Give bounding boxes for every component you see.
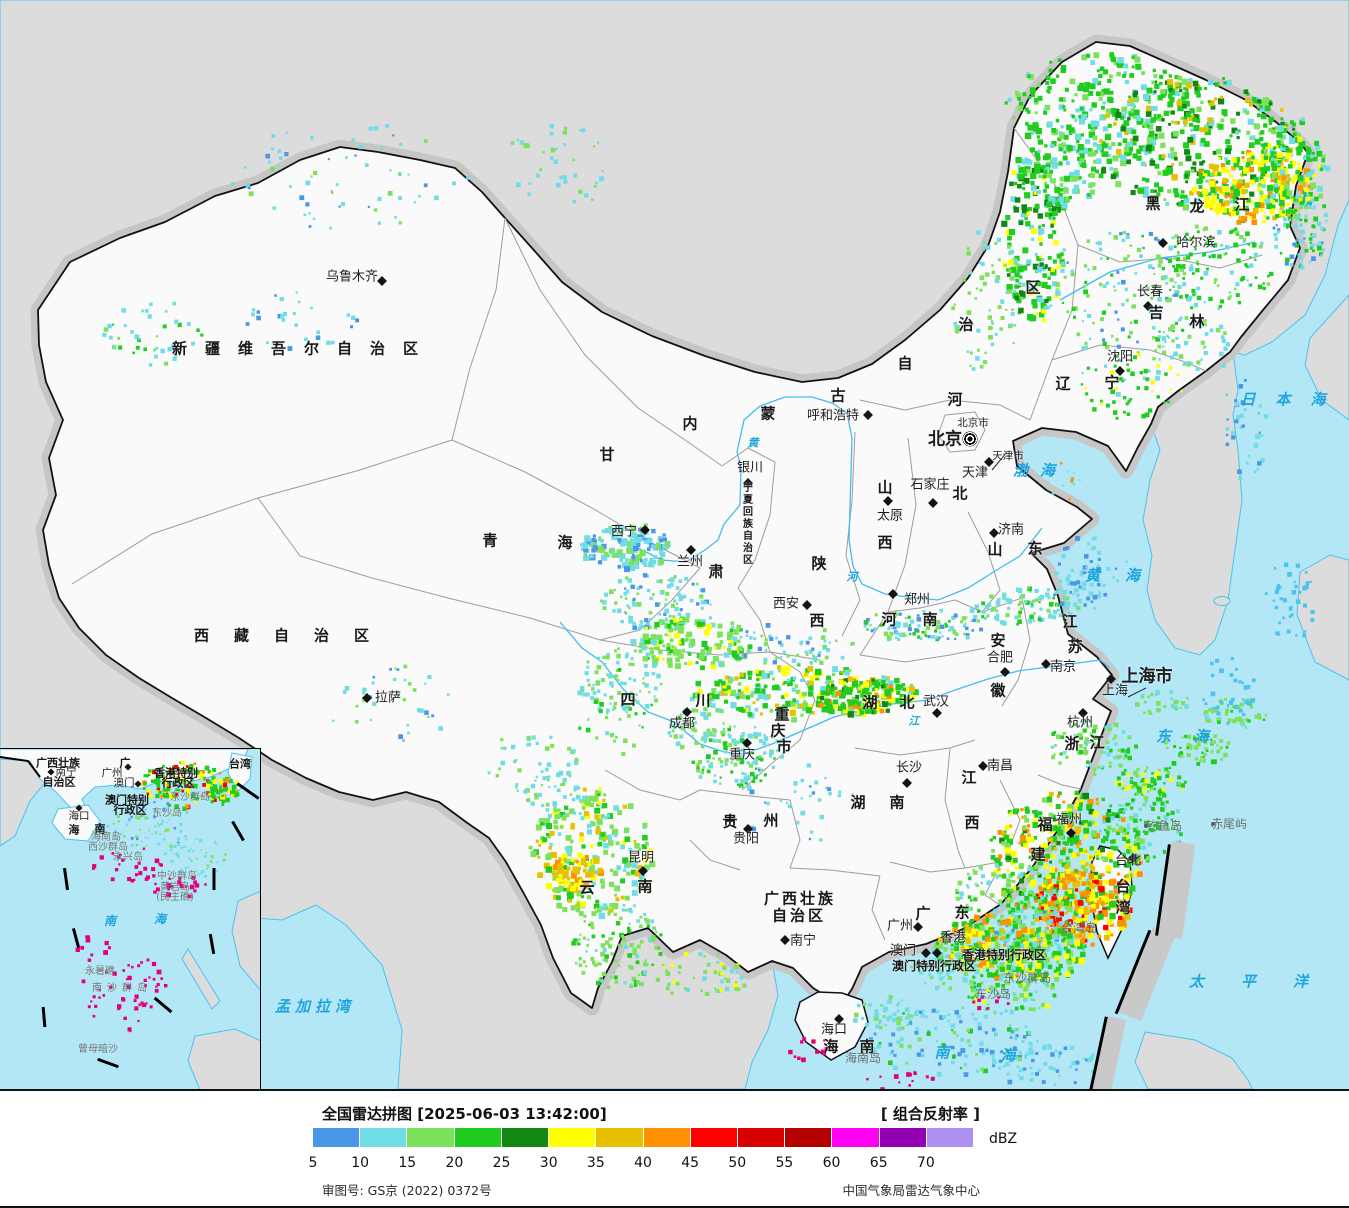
product-label: [ 组合反射率 ] <box>880 1105 980 1123</box>
japan-honshu <box>1304 294 1349 421</box>
source-credit: 中国气象局雷达气象中心 <box>842 1183 980 1198</box>
legend-swatch <box>926 1128 974 1147</box>
approval-number: 审图号: GS京 (2022) 0372号 <box>322 1183 492 1198</box>
inset-borneo <box>187 1028 260 1089</box>
jeju-island <box>1213 596 1231 606</box>
city-marker <box>1211 822 1215 826</box>
legend-swatch <box>832 1128 879 1147</box>
radar-echo-layer <box>102 52 1331 1089</box>
legend-swatch <box>454 1128 501 1147</box>
legend-panel: 全国雷达拼图 [2025-06-03 13:42:00] [ 组合反射率 ] d… <box>0 1091 1349 1206</box>
japan-kyushu <box>1296 554 1349 681</box>
inset-philippines <box>231 890 260 991</box>
legend-swatch <box>407 1128 454 1147</box>
legend-swatch <box>596 1128 643 1147</box>
city-marker <box>1144 824 1148 828</box>
legend-tick: 45 <box>681 1155 700 1171</box>
leader-arrows <box>991 451 1147 698</box>
legend-tick: 60 <box>822 1155 841 1171</box>
legend-unit: dBZ <box>989 1131 1018 1147</box>
map-title: 全国雷达拼图 [2025-06-03 13:42:00] <box>322 1105 607 1123</box>
legend-swatch <box>313 1128 360 1147</box>
inset-hainan <box>51 804 101 842</box>
legend-tick: 30 <box>539 1155 558 1171</box>
legend-tick: 65 <box>869 1155 888 1171</box>
china-outline <box>37 41 1309 1009</box>
legend-tick: 10 <box>351 1155 370 1171</box>
legend-tick: 70 <box>916 1155 935 1171</box>
legend-swatch <box>643 1128 690 1147</box>
legend-swatch <box>501 1128 549 1147</box>
legend-swatch <box>690 1128 737 1147</box>
south-china-sea-inset: 广西壮族 自治区 南宁 广州广台湾 澳门 香港特别 行政区 澳门特别 行政区 东沙群岛 东沙岛 海口海… <box>0 748 261 1089</box>
legend-tick: 40 <box>634 1155 652 1171</box>
nine-dash-segment <box>212 868 216 890</box>
legend-tick: 50 <box>728 1155 747 1171</box>
legend-tick: 25 <box>492 1155 511 1171</box>
capital-icon <box>962 431 978 447</box>
inset-palawan <box>181 948 221 1010</box>
legend-swatch <box>360 1128 407 1147</box>
inset-geometry <box>0 749 260 1089</box>
legend-swatch <box>549 1128 596 1147</box>
legend-swatch <box>879 1128 926 1147</box>
legend-tick: 20 <box>445 1155 464 1171</box>
legend-swatch <box>737 1128 785 1147</box>
legend-tick: 35 <box>586 1155 605 1171</box>
legend-swatch <box>785 1128 832 1147</box>
inset-taiwan <box>227 752 253 792</box>
philippines-luzon <box>1134 1031 1253 1089</box>
legend-colorbar <box>313 1128 974 1147</box>
legend-tick: 5 <box>308 1155 318 1171</box>
legend-tick: 55 <box>775 1155 794 1171</box>
inset-vietnam-border <box>0 756 41 778</box>
inset-echo-layer <box>75 761 240 1033</box>
legend-tick: 15 <box>398 1155 417 1171</box>
